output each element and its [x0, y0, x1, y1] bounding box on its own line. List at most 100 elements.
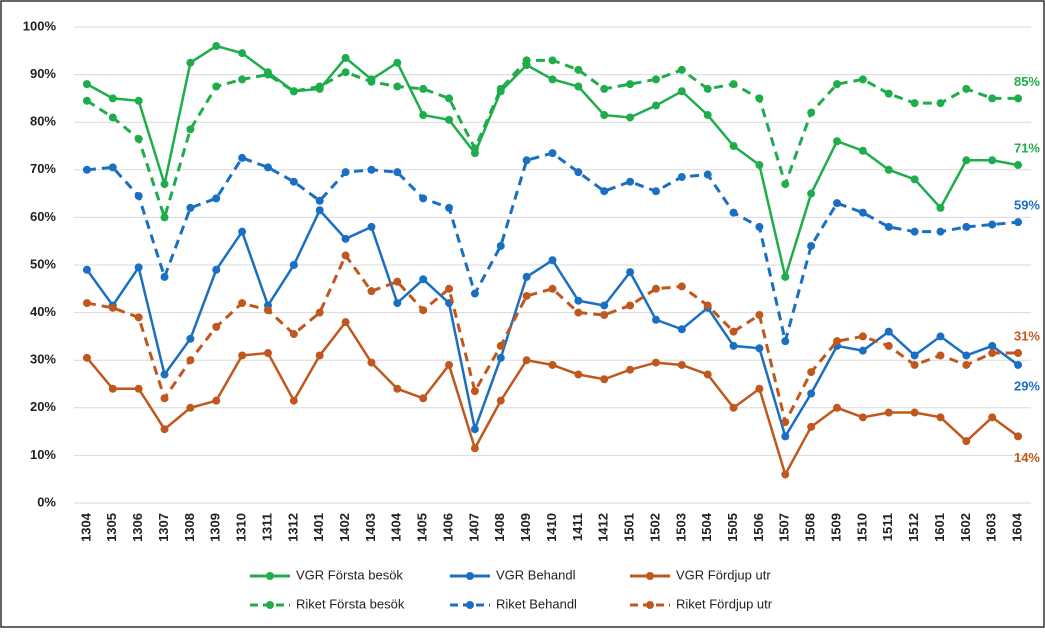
- point: [263, 163, 272, 172]
- x-tick-label: 1306: [130, 513, 145, 542]
- point: [703, 111, 712, 120]
- point: [82, 96, 91, 105]
- x-tick-label: 1402: [337, 513, 352, 542]
- point: [548, 360, 557, 369]
- point: [807, 389, 816, 398]
- point: [263, 349, 272, 358]
- point: [574, 296, 583, 305]
- point: [445, 94, 454, 103]
- point: [626, 365, 635, 374]
- point: [910, 227, 919, 236]
- point: [833, 337, 842, 346]
- point: [884, 165, 893, 174]
- point: [677, 360, 686, 369]
- x-tick-label: 1309: [208, 513, 223, 542]
- x-tick-label: 1601: [932, 513, 947, 542]
- point: [289, 177, 298, 186]
- y-tick-label: 20%: [30, 399, 56, 414]
- point: [341, 168, 350, 177]
- y-tick-label: 40%: [30, 304, 56, 319]
- point: [134, 134, 143, 143]
- legend-marker: [466, 601, 474, 609]
- point: [651, 315, 660, 324]
- point: [108, 113, 117, 122]
- data-label: 29%: [1014, 378, 1040, 393]
- point: [858, 75, 867, 84]
- point: [496, 353, 505, 362]
- point: [186, 403, 195, 412]
- x-tick-label: 1510: [854, 513, 869, 542]
- point: [574, 308, 583, 317]
- point: [367, 222, 376, 231]
- point: [212, 42, 221, 51]
- point: [962, 351, 971, 360]
- point: [186, 356, 195, 365]
- x-tick-label: 1401: [311, 513, 326, 542]
- point: [884, 327, 893, 336]
- point: [988, 156, 997, 165]
- point: [393, 58, 402, 67]
- point: [263, 306, 272, 315]
- point: [289, 261, 298, 269]
- point: [238, 299, 247, 308]
- point: [134, 313, 143, 322]
- point: [600, 375, 609, 384]
- point: [729, 80, 738, 89]
- x-tick-label: 1508: [803, 513, 818, 542]
- legend-label: VGR Fördjup utr: [676, 567, 771, 582]
- legend-marker: [466, 572, 474, 580]
- point: [160, 425, 169, 434]
- point: [729, 327, 738, 336]
- point: [134, 384, 143, 393]
- point: [470, 425, 479, 434]
- point: [781, 337, 790, 346]
- point: [419, 111, 428, 120]
- point: [522, 291, 531, 300]
- x-tick-label: 1405: [415, 513, 430, 542]
- point: [703, 370, 712, 379]
- point: [729, 142, 738, 150]
- point: [212, 396, 221, 405]
- point: [729, 208, 738, 217]
- point: [548, 75, 557, 84]
- point: [858, 346, 867, 355]
- point: [936, 332, 945, 341]
- point: [341, 53, 350, 62]
- point: [82, 299, 91, 308]
- point: [548, 149, 557, 158]
- point: [367, 77, 376, 86]
- point: [445, 360, 454, 369]
- point: [470, 444, 479, 453]
- point: [108, 303, 117, 312]
- point: [393, 277, 402, 286]
- point: [315, 206, 324, 215]
- point: [289, 330, 298, 339]
- point: [315, 82, 324, 91]
- point: [988, 349, 997, 358]
- point: [419, 306, 428, 315]
- legend-marker: [266, 572, 274, 580]
- point: [341, 68, 350, 77]
- x-tick-label: 1408: [492, 513, 507, 542]
- point: [833, 80, 842, 89]
- y-tick-label: 80%: [30, 114, 56, 129]
- point: [315, 308, 324, 317]
- point: [962, 84, 971, 93]
- point: [651, 284, 660, 293]
- point: [367, 358, 376, 367]
- legend-label: VGR Behandl: [496, 567, 576, 582]
- legend-marker: [646, 601, 654, 609]
- point: [522, 356, 531, 365]
- point: [884, 89, 893, 98]
- x-tick-label: 1602: [958, 513, 973, 542]
- point: [858, 208, 867, 217]
- x-tick-label: 1311: [259, 513, 274, 541]
- point: [651, 101, 660, 110]
- y-tick-label: 10%: [30, 447, 56, 462]
- point: [470, 144, 479, 153]
- y-tick-label: 0%: [37, 494, 56, 509]
- point: [651, 187, 660, 196]
- point: [160, 272, 169, 281]
- y-tick-label: 70%: [30, 161, 56, 176]
- point: [238, 153, 247, 162]
